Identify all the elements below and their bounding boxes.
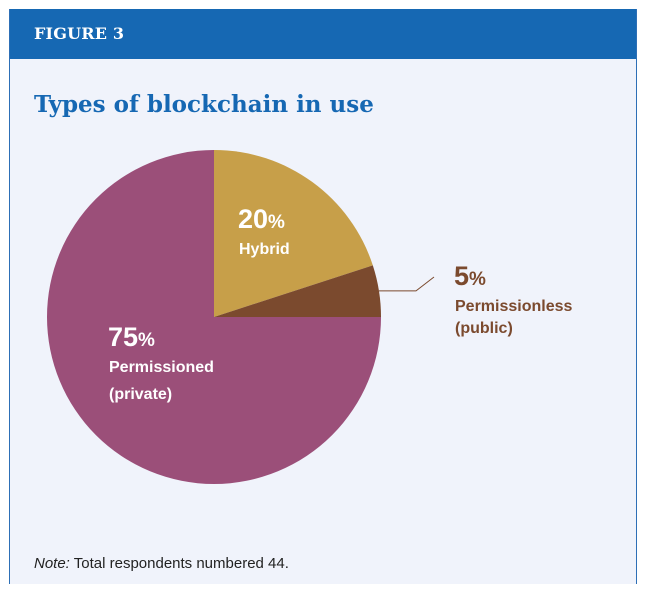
slice-name-hybrid: Hybrid [239,241,290,258]
chart-title: Types of blockchain in use [34,91,374,118]
figure-label: FIGURE 3 [34,24,125,43]
slice-name-permissioned-private: (private) [109,386,172,403]
note-label: Note: [34,555,70,572]
slice-name-permissioned-private: Permissioned [109,359,214,376]
pie-slice-permissioned-private [47,150,381,484]
slice-name-permissionless-public: (public) [455,320,513,337]
slice-label-hybrid: 20% Hybrid [238,204,290,258]
note-text: Total respondents numbered 44. [73,555,289,572]
pie-slice-hybrid [214,150,373,317]
slice-value-permissionless-public: 5% [454,261,486,291]
figure-header: FIGURE 3 [10,9,636,59]
percent-sign: % [469,269,486,290]
pie-slice-permissionless-public [214,265,381,317]
percent-sign: % [268,212,285,233]
leader-line-permissionless-public [378,276,435,292]
slice-label-permissioned-private: 75%Permissioned(private) [108,322,214,403]
chart-note: Note: Total respondents numbered 44. [34,555,289,572]
slice-name-permissionless-public: Permissionless [455,298,573,315]
slice-value-hybrid: 20% [238,204,285,234]
slice-label-permissionless-public: 5% Permissionless (public) [454,261,573,337]
percent-sign: % [138,330,155,351]
